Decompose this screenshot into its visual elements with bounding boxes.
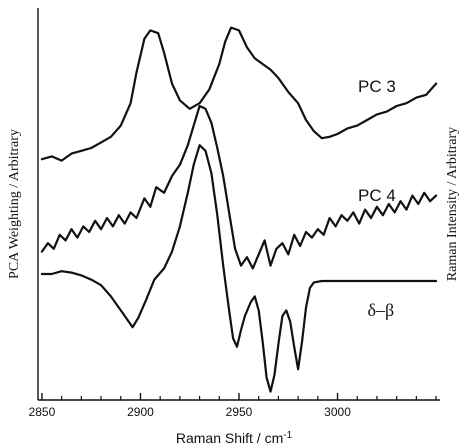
x-minor-ticks (61, 396, 437, 400)
x-tick-label: 2900 (127, 405, 154, 419)
x-tick-label: 2850 (29, 405, 56, 419)
x-ticks (41, 393, 339, 400)
x-tick-labels: 2850 2900 2950 3000 (29, 405, 352, 419)
x-tick-label: 2950 (226, 405, 253, 419)
series-line-1 (40, 26, 438, 162)
x-tick-label: 3000 (324, 405, 351, 419)
series-lines (40, 26, 438, 393)
y-axis-title-left: PCA Weighting / Arbitrary (7, 129, 22, 279)
series-line-3 (40, 144, 438, 393)
x-axis-title: Raman Shift / cm-1 (176, 430, 293, 446)
series-labels: PC 3 PC 4 δ–β (358, 77, 396, 320)
series-label-2: PC 4 (358, 186, 396, 205)
series-label-3: δ–β (368, 300, 395, 320)
series-line-2 (40, 104, 438, 270)
series-label-1: PC 3 (358, 77, 396, 96)
y-axis-title-right: Raman Intensity / Arbitrary (445, 127, 460, 281)
